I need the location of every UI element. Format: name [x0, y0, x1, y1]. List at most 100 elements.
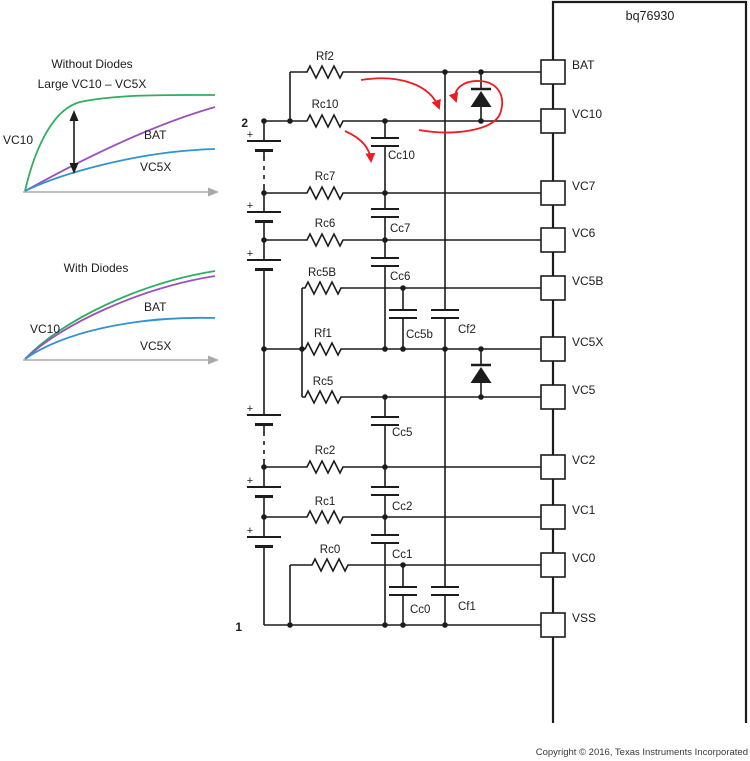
label-rc5b: Rc5B: [308, 267, 336, 279]
pin-vc1-label: VC1: [572, 503, 596, 517]
graph2-label-bat: BAT: [144, 300, 167, 314]
graph-without-diodes: Without Diodes Large VC10 – VC5X VC10 BA…: [3, 57, 219, 197]
graph1-subtitle: Large VC10 – VC5X: [38, 77, 147, 91]
plus-sign-5: +: [247, 475, 253, 487]
battery-cell-icon: [247, 140, 281, 548]
graph2-axis-arrow-icon: [208, 355, 219, 365]
label-cc5b: Cc5b: [406, 329, 433, 341]
pin-bat-label: BAT: [572, 58, 595, 72]
net-wires: [264, 64, 541, 626]
wire-vc5x: [264, 341, 541, 357]
wire-vc5b: [302, 280, 541, 296]
graph-with-diodes: With Diodes VC10 BAT VC5X: [23, 261, 219, 365]
delta-double-arrow-icon: [69, 110, 79, 174]
cc-cap-plates: [371, 137, 399, 544]
graph2-title: With Diodes: [64, 261, 129, 275]
graph1-axis-arrow-icon: [208, 187, 219, 197]
pin-vc6-label: VC6: [572, 226, 596, 240]
ic-pins: BAT VC10 VC7 VC6 VC5B VC5X VC5 VC2 VC1 V…: [540, 58, 603, 638]
wire-vc6: [264, 232, 541, 248]
label-rc6: Rc6: [315, 218, 335, 230]
plus-sign-3: +: [247, 248, 253, 260]
label-cc5: Cc5: [392, 427, 412, 439]
pin-vc2-label: VC2: [572, 453, 596, 467]
pin-vc6: VC6: [540, 226, 596, 253]
plus-sign-4: +: [247, 403, 253, 415]
graph1-curve-vc5x: [24, 148, 216, 192]
wire-bat: [290, 64, 541, 80]
label-cc2: Cc2: [392, 501, 412, 513]
label-rf1: Rf1: [314, 328, 332, 340]
label-rc5: Rc5: [313, 376, 333, 388]
graph1-label-bat: BAT: [144, 128, 167, 142]
red-current-arrows: [344, 77, 503, 163]
ic-title: bq76930: [626, 9, 675, 23]
pin-vc10: VC10: [540, 107, 602, 134]
pin-vc0: VC0: [540, 551, 596, 578]
label-cf1: Cf1: [458, 601, 476, 613]
label-cc7: Cc7: [390, 223, 410, 235]
graph1-label-vc10: VC10: [3, 133, 33, 147]
label-rc1: Rc1: [315, 496, 335, 508]
pin-vss: VSS: [540, 611, 596, 638]
graph1-curve-vc10: [24, 94, 216, 192]
graph2-label-vc5x: VC5X: [140, 339, 171, 353]
diode-top-icon: [470, 72, 492, 121]
pin-bat: BAT: [540, 58, 595, 85]
label-cc1: Cc1: [392, 549, 412, 561]
red-arrow-bat-icon: [360, 77, 441, 110]
label-cc6: Cc6: [390, 271, 410, 283]
graph1-curve-bat: [24, 106, 216, 192]
pin-vc5-label: VC5: [572, 383, 596, 397]
ic-outline: [551, 0, 748, 723]
label-cc0: Cc0: [410, 604, 430, 616]
pin-vc10-label: VC10: [572, 107, 602, 121]
plus-sign-1: +: [247, 129, 253, 141]
resistor-labels: Rf2 Rc10 Rc7 Rc6 Rc5B Rf1 Rc5 Rc2 Rc1 Rc…: [308, 51, 340, 556]
label-rf2: Rf2: [316, 51, 334, 63]
capacitor-labels: Cc10 Cc7 Cc6 Cc5b Cf2 Cc5 Cc2 Cc1 Cc0 Cf…: [388, 150, 476, 616]
battery-stack: + + + + + + 2 1: [235, 116, 281, 634]
pin-vc5x: VC5X: [540, 335, 603, 362]
pin-vc5b: VC5B: [540, 274, 603, 301]
junction-dots: [261, 69, 484, 628]
graph2-label-vc10: VC10: [30, 322, 60, 336]
label-cf2: Cf2: [458, 324, 476, 336]
pin-vc5x-label: VC5X: [572, 335, 603, 349]
pin-vc5b-label: VC5B: [572, 274, 603, 288]
cf-cap-plates: [431, 309, 459, 596]
wire-vc0: [290, 557, 541, 573]
graph1-label-vc5x: VC5X: [140, 160, 171, 174]
diode-bottom-icon: [470, 349, 492, 397]
pin-vc5: VC5: [540, 383, 596, 410]
pin-vss-label: VSS: [572, 611, 596, 625]
pin-vc7-label: VC7: [572, 179, 596, 193]
wire-vc2: [264, 459, 541, 475]
node-label-2: 2: [241, 116, 248, 130]
plus-sign-2: +: [247, 200, 253, 212]
label-rc7: Rc7: [315, 171, 335, 183]
label-cc10: Cc10: [388, 150, 415, 162]
label-rc2: Rc2: [315, 445, 335, 457]
ic-bq76930: bq76930: [551, 0, 748, 723]
wire-vc5: [302, 389, 541, 405]
graph2-curve-vc5x: [24, 316, 216, 360]
label-rc10: Rc10: [312, 99, 339, 111]
plus-sign-6: +: [247, 525, 253, 537]
copyright-text: Copyright © 2016, Texas Instruments Inco…: [536, 747, 748, 758]
pin-vc7: VC7: [540, 179, 596, 206]
label-rc0: Rc0: [320, 544, 340, 556]
cc5b-cc0-plates: [389, 309, 417, 596]
pin-vc1: VC1: [540, 503, 596, 530]
pin-vc2: VC2: [540, 453, 596, 480]
pin-vc0-label: VC0: [572, 551, 596, 565]
node-label-1: 1: [235, 620, 242, 634]
wire-vc7: [264, 185, 541, 201]
red-arrow-rc10-icon: [344, 130, 376, 163]
graph2-curve-vc10: [24, 270, 216, 360]
graph1-title: Without Diodes: [51, 57, 132, 71]
red-arrow-diode-loop-icon: [418, 80, 503, 134]
wire-vc1: [264, 509, 541, 525]
